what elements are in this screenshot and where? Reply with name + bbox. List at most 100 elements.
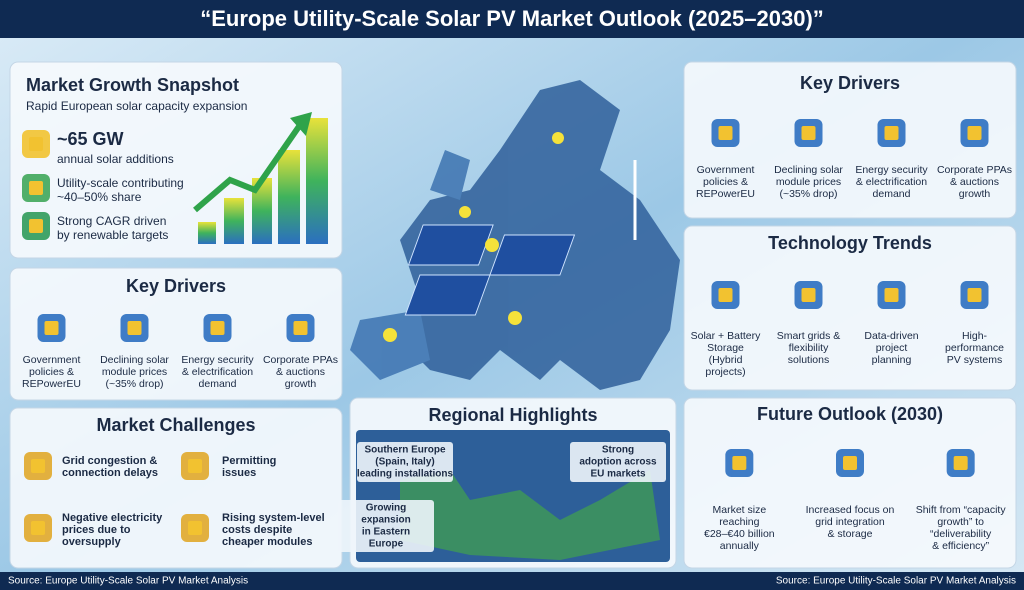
label: Government bbox=[697, 164, 755, 176]
label: reaching bbox=[719, 516, 759, 528]
label: Shift from “capacity bbox=[916, 504, 1007, 516]
panel-title: Key Drivers bbox=[800, 73, 900, 93]
panel-title: Market Growth Snapshot bbox=[26, 75, 239, 95]
icon bbox=[188, 459, 202, 473]
panel-title: Future Outlook (2030) bbox=[757, 404, 943, 424]
label: Energy security bbox=[855, 164, 928, 176]
label: Utility-scale contributing bbox=[57, 176, 184, 190]
label: growth bbox=[285, 378, 317, 390]
label: project bbox=[876, 342, 908, 354]
label-bg bbox=[338, 500, 434, 552]
label: Data-driven bbox=[864, 330, 918, 342]
footer-bar bbox=[0, 572, 1024, 590]
icon bbox=[801, 126, 816, 140]
label: ~65 GW bbox=[57, 129, 124, 149]
label: demand bbox=[199, 378, 237, 390]
label: (~35% drop) bbox=[105, 378, 163, 390]
label: solutions bbox=[788, 354, 829, 366]
panel bbox=[9, 407, 343, 569]
label: & storage bbox=[828, 528, 873, 540]
growth-chart bbox=[193, 112, 328, 244]
label: module prices bbox=[102, 366, 167, 378]
label: policies & bbox=[29, 366, 74, 378]
source: Source: Europe Utility-Scale Solar PV Ma… bbox=[776, 576, 1016, 587]
label: PV systems bbox=[947, 354, 1002, 366]
icon bbox=[31, 521, 45, 535]
label: Corporate PPAs bbox=[937, 164, 1012, 176]
label: annual solar additions bbox=[57, 152, 174, 166]
label: issues bbox=[222, 467, 256, 479]
label: planning bbox=[872, 354, 912, 366]
label: policies & bbox=[703, 176, 748, 188]
panel-title: Market Challenges bbox=[96, 415, 255, 435]
label: High- bbox=[962, 330, 988, 342]
label: growth bbox=[959, 188, 991, 200]
icon bbox=[732, 456, 747, 470]
label-bg bbox=[570, 442, 666, 482]
label: in Eastern bbox=[362, 527, 410, 538]
panel bbox=[9, 267, 343, 401]
regional-shape bbox=[400, 470, 660, 560]
label: grid integration bbox=[815, 516, 885, 528]
panel bbox=[683, 397, 1017, 569]
icon bbox=[953, 456, 968, 470]
label: module prices bbox=[776, 176, 841, 188]
label: Permitting bbox=[222, 455, 276, 467]
label: Storage bbox=[707, 342, 744, 354]
icon bbox=[44, 321, 59, 335]
label: Solar + Battery bbox=[691, 330, 761, 342]
label: expansion bbox=[361, 515, 410, 526]
panel-title: Regional Highlights bbox=[429, 405, 598, 425]
label: adoption across bbox=[579, 457, 657, 468]
icon bbox=[210, 321, 225, 335]
icon bbox=[31, 459, 45, 473]
label: (Spain, Italy) bbox=[375, 457, 434, 468]
label: connection delays bbox=[62, 467, 158, 479]
label: leading installations bbox=[357, 469, 454, 480]
label: flexibility bbox=[789, 342, 829, 354]
label: Strong CAGR driven bbox=[57, 214, 166, 228]
label: EU markets bbox=[590, 469, 645, 480]
label: Corporate PPAs bbox=[263, 354, 338, 366]
label: costs despite bbox=[222, 524, 292, 536]
label: & auctions bbox=[276, 366, 325, 378]
icon bbox=[29, 137, 43, 151]
page-title: “Europe Utility-Scale Solar PV Market Ou… bbox=[200, 6, 824, 31]
label: & electrification bbox=[182, 366, 253, 378]
label: (Hybrid bbox=[709, 354, 743, 366]
label: REPowerEU bbox=[696, 188, 755, 200]
icon bbox=[718, 126, 733, 140]
label: €28–€40 billion bbox=[704, 528, 775, 540]
label: & auctions bbox=[950, 176, 999, 188]
icon bbox=[801, 288, 816, 302]
label: (~35% drop) bbox=[779, 188, 837, 200]
label: Growing bbox=[366, 503, 407, 514]
label: Energy security bbox=[181, 354, 254, 366]
label: prices due to bbox=[62, 524, 131, 536]
label: cheaper modules bbox=[222, 536, 312, 548]
label: demand bbox=[873, 188, 911, 200]
icon bbox=[843, 456, 857, 470]
label: performance bbox=[945, 342, 1004, 354]
panel-title: Technology Trends bbox=[768, 233, 932, 253]
label: & efficiency” bbox=[932, 540, 989, 552]
icon bbox=[29, 219, 43, 233]
label: by renewable targets bbox=[57, 228, 168, 242]
subtitle: Rapid European solar capacity expansion bbox=[26, 99, 247, 113]
solar-farm bbox=[383, 132, 637, 342]
label-bg bbox=[357, 442, 453, 482]
label: Grid congestion & bbox=[62, 455, 157, 467]
icon bbox=[127, 321, 142, 335]
label: Negative electricity bbox=[62, 512, 163, 524]
icon bbox=[29, 181, 43, 195]
icon bbox=[188, 521, 202, 535]
label: Europe bbox=[369, 539, 404, 550]
panel bbox=[683, 61, 1017, 219]
label: Rising system-level bbox=[222, 512, 325, 524]
icon bbox=[884, 288, 899, 302]
label: Market size bbox=[712, 504, 766, 516]
icon bbox=[967, 288, 982, 302]
label: Strong bbox=[602, 445, 634, 456]
icon bbox=[293, 321, 308, 335]
label: Smart grids & bbox=[777, 330, 841, 342]
